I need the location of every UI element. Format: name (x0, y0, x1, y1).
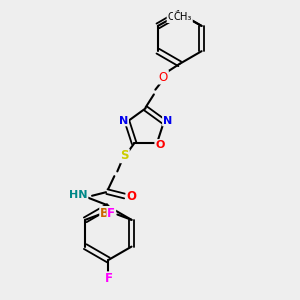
Text: N: N (163, 116, 172, 125)
Text: O: O (126, 190, 136, 202)
Text: F: F (104, 272, 112, 285)
Text: F: F (107, 207, 115, 220)
Text: O: O (159, 71, 168, 84)
Text: CH₃: CH₃ (174, 12, 192, 22)
Text: HN: HN (69, 190, 88, 200)
Text: N: N (119, 116, 128, 125)
Text: O: O (155, 140, 165, 150)
Text: Br: Br (100, 207, 115, 220)
Text: CH₃: CH₃ (167, 12, 186, 22)
Text: S: S (121, 149, 129, 162)
